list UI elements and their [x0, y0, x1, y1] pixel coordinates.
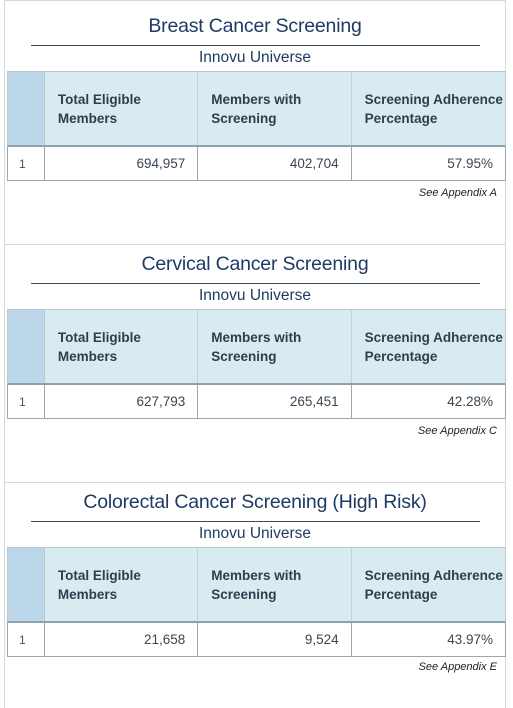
cell-total-eligible: 694,957 [45, 147, 199, 180]
row-index-header[interactable] [8, 548, 45, 621]
row-index: 1 [8, 147, 45, 180]
title-divider [31, 521, 480, 522]
table-header-row: Total Eligible Members Members with Scre… [7, 71, 506, 147]
row-index-header[interactable] [8, 72, 45, 145]
cell-members-screened: 402,704 [198, 147, 352, 180]
breast-cancer-section: Breast Cancer Screening Innovu Universe … [4, 0, 506, 244]
row-index: 1 [8, 623, 45, 656]
header-adherence-pct[interactable]: Screening Adherence Percentage [364, 329, 503, 364]
section-title: Breast Cancer Screening [148, 15, 362, 37]
table-row: 1 627,793 265,451 42.28% [7, 385, 506, 419]
cell-total-eligible: 21,658 [45, 623, 199, 656]
cell-adherence-pct: 57.95% [447, 156, 494, 171]
header-total-eligible[interactable]: Total Eligible Members [45, 72, 199, 145]
row-index: 1 [8, 385, 45, 418]
table-row: 1 694,957 402,704 57.95% [7, 147, 506, 181]
row-index-header[interactable] [8, 310, 45, 383]
table-header-row: Total Eligible Members Members with Scre… [7, 547, 506, 623]
section-subtitle: Innovu Universe [198, 287, 311, 304]
title-divider [31, 283, 480, 284]
header-members-screened[interactable]: Members with Screening [198, 310, 352, 383]
title-divider [31, 45, 480, 46]
header-adherence-pct[interactable]: Screening Adherence Percentage [364, 91, 503, 126]
colorectal-cancer-section: Colorectal Cancer Screening (High Risk) … [4, 482, 506, 708]
header-members-screened[interactable]: Members with Screening [198, 548, 352, 621]
appendix-note: See Appendix E [418, 661, 497, 673]
header-total-eligible[interactable]: Total Eligible Members [45, 310, 199, 383]
section-title: Cervical Cancer Screening [141, 253, 369, 275]
section-subtitle: Innovu Universe [198, 525, 311, 542]
table-row: 1 21,658 9,524 43.97% [7, 623, 506, 657]
appendix-note: See Appendix C [417, 425, 497, 437]
table-header-row: Total Eligible Members Members with Scre… [7, 309, 506, 385]
cell-adherence-pct: 42.28% [447, 394, 494, 409]
cell-members-screened: 9,524 [198, 623, 352, 656]
section-title: Colorectal Cancer Screening (High Risk) [83, 491, 427, 513]
appendix-note: See Appendix A [418, 187, 497, 199]
cell-members-screened: 265,451 [198, 385, 352, 418]
header-members-screened[interactable]: Members with Screening [198, 72, 352, 145]
cervical-cancer-section: Cervical Cancer Screening Innovu Univers… [4, 244, 506, 482]
cell-adherence-pct: 43.97% [447, 632, 494, 647]
cell-total-eligible: 627,793 [45, 385, 199, 418]
header-total-eligible[interactable]: Total Eligible Members [45, 548, 199, 621]
header-adherence-pct[interactable]: Screening Adherence Percentage [364, 567, 503, 602]
section-subtitle: Innovu Universe [198, 49, 311, 66]
